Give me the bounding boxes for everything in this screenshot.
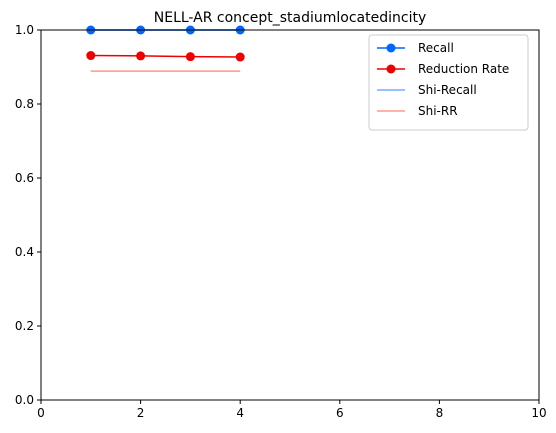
x-tick-label: 6 <box>336 406 344 420</box>
y-tick-label: 0.0 <box>15 393 34 407</box>
legend-item-recall: Recall <box>377 41 454 55</box>
reduction-rate-line <box>90 54 241 58</box>
legend-label: Reduction Rate <box>418 62 509 76</box>
reduction-rate-point <box>136 51 146 61</box>
chart-title: NELL-AR concept_stadiumlocatedincity <box>154 10 427 26</box>
legend-item-shi-recall: Shi-Recall <box>377 83 477 97</box>
x-tick-label: 4 <box>236 406 244 420</box>
y-tick-label: 0.2 <box>15 319 34 333</box>
legend-label: Recall <box>418 41 454 55</box>
x-tick-label: 2 <box>137 406 145 420</box>
x-tick-label: 8 <box>436 406 444 420</box>
reduction-rate-point <box>86 51 96 61</box>
legend: Recall Reduction Rate Shi-Recall Shi-RR <box>368 34 529 131</box>
series-layer <box>86 25 245 72</box>
plot-frame <box>40 29 540 401</box>
legend-marker <box>386 64 396 74</box>
y-tick-label: 0.4 <box>15 245 34 259</box>
axes: 0 2 4 6 8 10 0.0 0.2 0.4 0.6 0.8 1.0 <box>15 23 547 420</box>
x-tick-label: 0 <box>37 406 45 420</box>
y-tick-label: 0.6 <box>15 171 34 185</box>
reduction-rate-point <box>235 52 245 62</box>
legend-label: Shi-RR <box>418 104 458 118</box>
reduction-rate-point <box>185 52 195 62</box>
x-tick-label: 10 <box>531 406 546 420</box>
legend-item-reduction-rate: Reduction Rate <box>377 62 509 76</box>
y-tick-label: 1.0 <box>15 23 34 37</box>
legend-item-shi-rr: Shi-RR <box>377 104 458 118</box>
legend-label: Shi-Recall <box>418 83 477 97</box>
series-reduction-rate <box>86 51 245 62</box>
legend-marker <box>386 43 396 53</box>
legend-box <box>368 34 529 131</box>
y-tick-label: 0.8 <box>15 97 34 111</box>
